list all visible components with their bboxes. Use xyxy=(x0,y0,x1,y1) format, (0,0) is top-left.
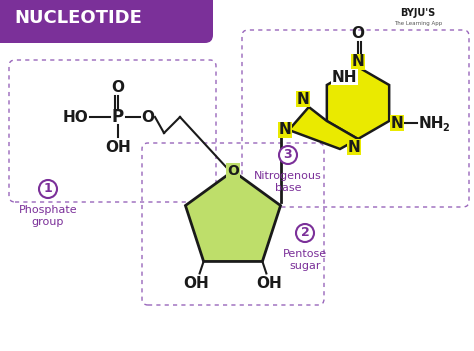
Text: O: O xyxy=(111,79,125,94)
Text: base: base xyxy=(275,183,301,193)
Text: P: P xyxy=(112,108,124,126)
Text: Nitrogenous: Nitrogenous xyxy=(254,171,322,181)
Circle shape xyxy=(296,224,314,242)
Polygon shape xyxy=(289,107,358,149)
Text: O: O xyxy=(227,164,239,178)
Text: N: N xyxy=(347,139,360,154)
Text: 2: 2 xyxy=(301,226,310,239)
Circle shape xyxy=(279,146,297,164)
Text: OH: OH xyxy=(256,276,282,291)
Text: OH: OH xyxy=(105,139,131,154)
Text: 1: 1 xyxy=(44,183,52,196)
Text: N: N xyxy=(278,122,291,138)
Text: Pentose: Pentose xyxy=(283,249,327,259)
Text: O: O xyxy=(352,26,365,40)
Circle shape xyxy=(39,180,57,198)
Text: N: N xyxy=(391,115,403,131)
FancyBboxPatch shape xyxy=(0,0,213,43)
Text: NH: NH xyxy=(332,69,357,85)
Text: 2: 2 xyxy=(442,123,448,133)
Text: N: N xyxy=(296,92,309,106)
Polygon shape xyxy=(327,67,389,139)
Polygon shape xyxy=(185,171,281,261)
Text: The Learning App: The Learning App xyxy=(394,20,442,26)
Text: NH: NH xyxy=(419,115,444,131)
Text: group: group xyxy=(32,217,64,227)
Text: OH: OH xyxy=(184,276,210,291)
Text: O: O xyxy=(142,110,155,125)
Text: BYJU'S: BYJU'S xyxy=(401,8,436,18)
Text: 3: 3 xyxy=(283,148,292,161)
Text: NUCLEOTIDE: NUCLEOTIDE xyxy=(14,9,142,27)
Text: sugar: sugar xyxy=(289,261,321,271)
Text: Phosphate: Phosphate xyxy=(18,205,77,215)
Text: HO: HO xyxy=(63,110,89,125)
Text: N: N xyxy=(352,54,365,69)
